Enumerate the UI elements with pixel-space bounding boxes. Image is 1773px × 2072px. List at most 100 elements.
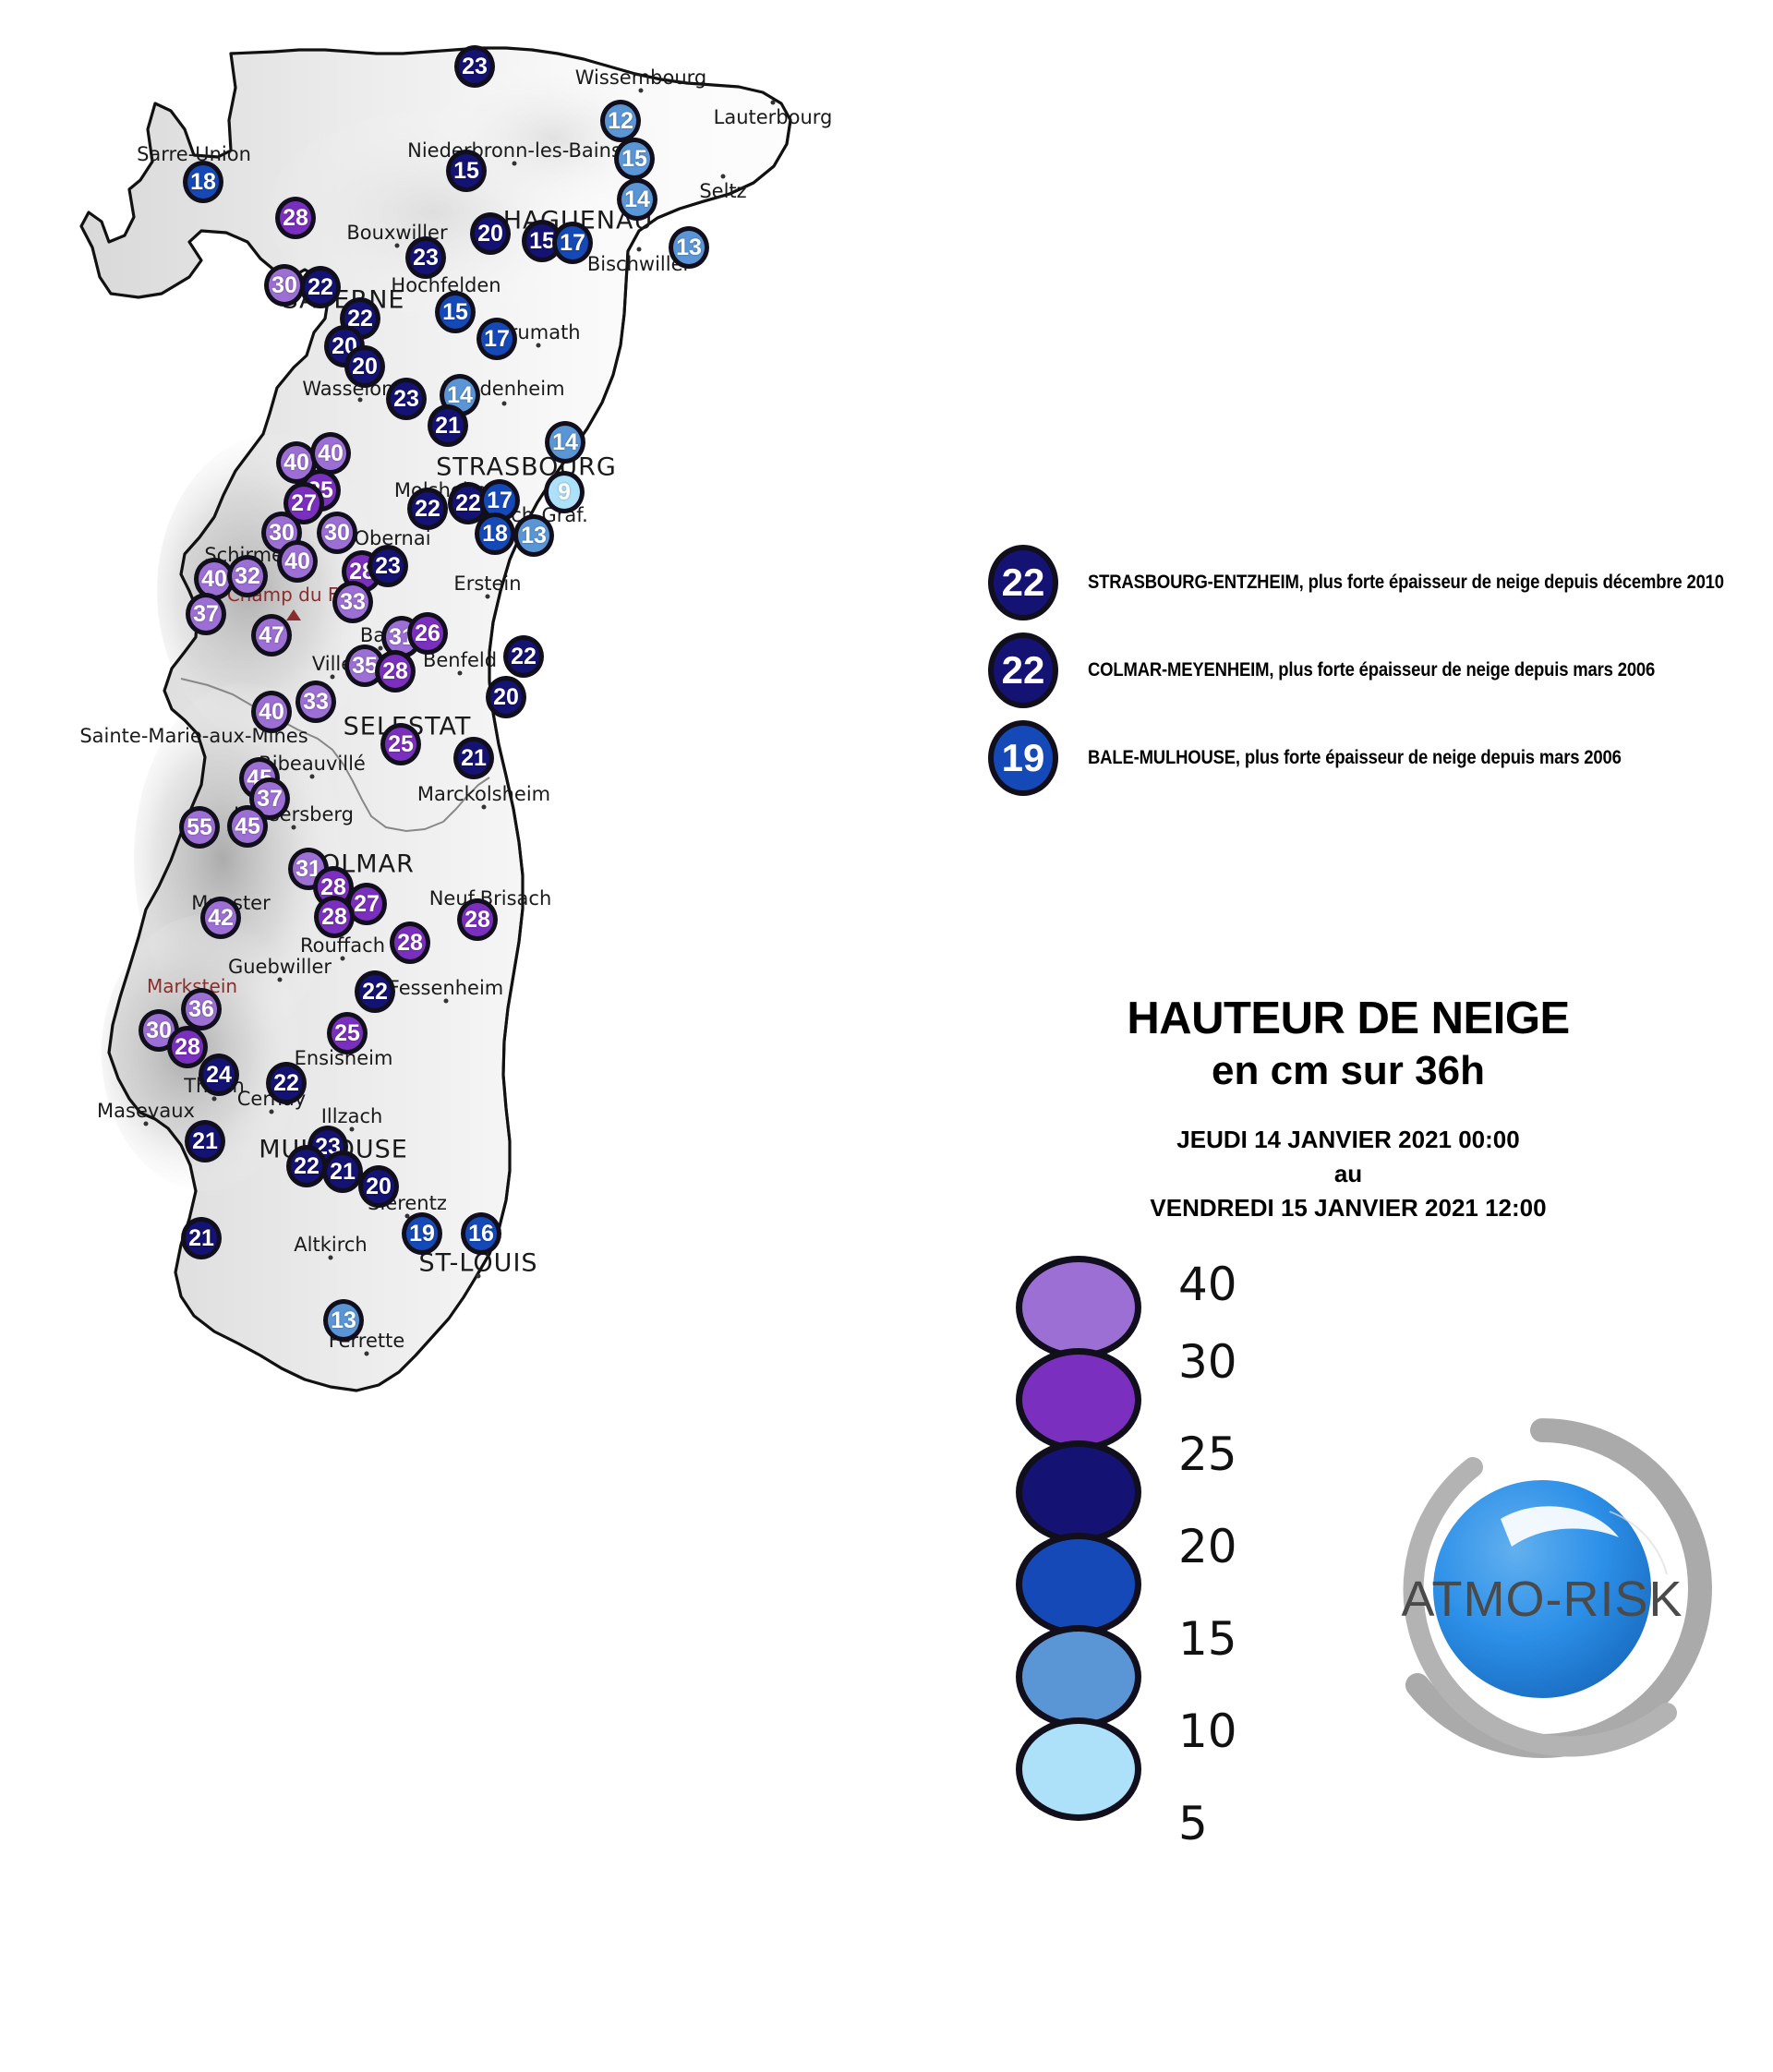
color-scale-label: 15	[1178, 1612, 1237, 1666]
snow-depth-marker: 23	[405, 236, 446, 279]
place-label: Illzach	[320, 1105, 383, 1127]
snow-depth-marker: 22	[355, 970, 395, 1013]
place-locator-dot	[636, 247, 642, 252]
snow-depth-marker: 17	[476, 318, 517, 360]
color-scale-swatch	[1016, 1625, 1141, 1729]
color-scale-step: 40	[1016, 1256, 1330, 1359]
reference-station-note: STRASBOURG-ENTZHEIM, plus forte épaisseu…	[1088, 572, 1724, 593]
snow-depth-marker: 22	[407, 488, 448, 530]
color-scale-swatch	[1016, 1440, 1141, 1544]
color-scale-swatch	[1016, 1717, 1141, 1821]
snow-depth-marker: 40	[277, 540, 318, 583]
snow-depth-marker: 16	[461, 1212, 501, 1255]
snow-depth-marker: 37	[186, 593, 226, 635]
place-label: Altkirch	[294, 1234, 368, 1256]
place-locator-dot	[378, 645, 383, 651]
snow-depth-marker: 47	[251, 614, 292, 657]
color-scale-label: 5	[1178, 1797, 1208, 1850]
place-locator-dot	[330, 674, 335, 680]
snow-depth-marker: 23	[454, 45, 495, 88]
snow-depth-marker: 14	[545, 421, 585, 464]
snow-depth-marker: 19	[402, 1212, 442, 1255]
snow-depth-marker: 15	[522, 220, 562, 262]
snow-depth-marker: 14	[617, 178, 657, 221]
color-scale-swatch	[1016, 1533, 1141, 1636]
legend-panel: 22 STRASBOURG-ENTZHEIM, plus forte épaiss…	[923, 0, 1773, 2072]
snow-depth-marker: 45	[227, 805, 268, 848]
reference-station-row: 22 STRASBOURG-ENTZHEIM, plus forte épaiss…	[988, 545, 1773, 620]
place-label: Sarre-Union	[137, 143, 251, 165]
place-locator-dot	[291, 825, 296, 830]
page-subtitle: en cm sur 36h	[1212, 1048, 1485, 1093]
snow-depth-marker: 20	[470, 212, 511, 255]
reference-station-row: 22 COLMAR-MEYENHEIM, plus forte épaisseu…	[988, 632, 1732, 708]
snow-depth-marker: 28	[457, 898, 498, 941]
snow-depth-marker: 21	[428, 404, 468, 447]
snow-depth-marker: 25	[327, 1012, 368, 1054]
snow-depth-marker: 13	[323, 1299, 364, 1342]
snow-depth-marker: 21	[453, 737, 494, 779]
snow-depth-marker: 24	[199, 1054, 239, 1096]
place-locator-dot	[501, 401, 507, 406]
snow-depth-marker: 22	[503, 635, 544, 678]
snow-depth-marker: 12	[600, 100, 641, 142]
page-title: HAUTEUR DE NEIGE	[1127, 994, 1570, 1043]
color-scale-step: 25	[1016, 1428, 1330, 1544]
place-label: Seltz	[699, 180, 747, 202]
snow-depth-marker: 33	[332, 581, 373, 623]
place-locator-dot	[770, 100, 776, 105]
color-scale-label: 40	[1178, 1258, 1237, 1311]
snow-depth-marker: 21	[322, 1150, 363, 1193]
place-locator-dot	[476, 1273, 481, 1279]
snow-depth-marker: 18	[183, 161, 223, 203]
snow-depth-marker: 22	[286, 1145, 327, 1187]
place-locator-dot	[485, 594, 490, 599]
place-locator-dot	[404, 1213, 410, 1219]
snow-depth-marker: 21	[185, 1120, 225, 1162]
place-label: Lauterbourg	[713, 106, 833, 128]
color-scale-step: 30	[1016, 1335, 1330, 1452]
reference-station-note: COLMAR-MEYENHEIM, plus forte épaisseur d…	[1088, 659, 1656, 681]
place-locator-dot	[638, 88, 644, 93]
snow-depth-marker: 26	[407, 612, 448, 655]
snow-depth-marker: 28	[390, 922, 430, 964]
place-locator-dot	[277, 977, 283, 982]
snow-depth-marker: 37	[249, 777, 290, 820]
color-scale-label: 25	[1178, 1428, 1237, 1481]
alsace-region-outline	[79, 46, 792, 1392]
snow-depth-marker: 28	[167, 1026, 208, 1068]
snow-depth-marker: 27	[283, 482, 324, 524]
place-locator-dot	[364, 1351, 369, 1356]
place-label: Rouffach	[300, 934, 385, 957]
reference-station-marker: 22	[988, 632, 1058, 708]
place-locator-dot	[349, 1126, 355, 1132]
color-scale-label: 30	[1178, 1335, 1237, 1389]
snow-depth-marker: 28	[275, 197, 316, 239]
snow-depth-marker: 9	[544, 471, 585, 513]
snow-depth-marker: 15	[446, 150, 487, 192]
snow-depth-marker: 55	[179, 806, 220, 849]
snow-depth-marker: 40	[251, 691, 292, 733]
place-locator-dot	[211, 1096, 217, 1102]
place-locator-dot	[443, 998, 449, 1004]
atmo-risk-logo: ATMO-RISK	[1362, 1408, 1722, 1768]
snow-depth-marker: 36	[181, 988, 222, 1030]
color-scale-label: 10	[1178, 1705, 1237, 1758]
place-locator-dot	[512, 161, 517, 166]
place-label: Guebwiller	[227, 956, 332, 978]
logo-wordmark: ATMO-RISK	[1401, 1572, 1683, 1627]
place-label: Fessenheim	[388, 977, 504, 999]
snow-depth-marker: 28	[314, 896, 355, 938]
snow-depth-marker: 30	[264, 264, 305, 307]
date-to: VENDREDI 15 JANVIER 2021 12:00	[1150, 1194, 1547, 1222]
place-label: Erstein	[453, 572, 522, 595]
reference-station-marker: 19	[988, 720, 1058, 796]
snow-depth-marker: 28	[375, 650, 416, 693]
place-locator-dot	[357, 397, 363, 403]
title-block: HAUTEUR DE NEIGE en cm sur 36h JEUDI 14 …	[923, 993, 1773, 1223]
place-locator-dot	[340, 956, 345, 961]
place-locator-dot	[481, 804, 487, 810]
snow-depth-marker: 15	[435, 291, 476, 333]
place-label: Niederbronn-les-Bains	[407, 139, 621, 162]
snow-depth-marker: 23	[368, 545, 408, 587]
